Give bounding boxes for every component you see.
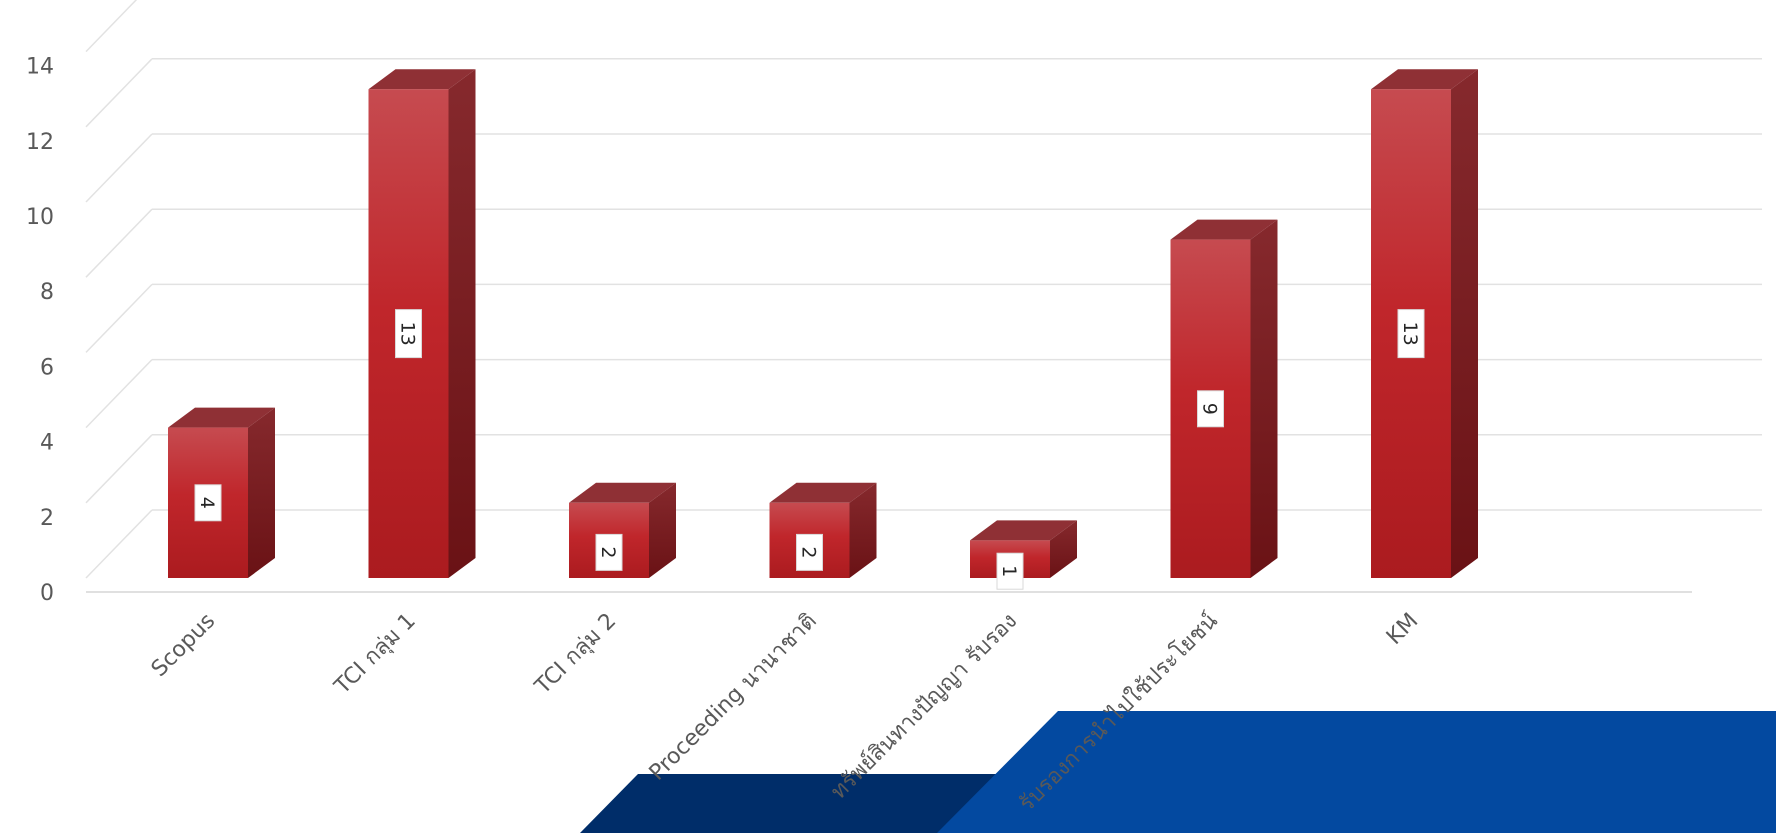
gridline-side <box>85 208 153 278</box>
x-category-label: TCI กลุ่ม 1 <box>329 609 420 700</box>
gridline-side <box>85 359 153 429</box>
data-label-text: 2 <box>597 546 619 558</box>
bar-side <box>1050 520 1077 578</box>
data-label-text: 13 <box>1399 322 1421 346</box>
gridline-side <box>85 58 153 128</box>
x-category-label: TCI กลุ่ม 2 <box>530 609 621 700</box>
data-label-box <box>1397 309 1425 359</box>
bar-top <box>1371 69 1478 90</box>
gridlines <box>85 0 1762 593</box>
y-tick-label: 8 <box>40 280 54 305</box>
decorative-bands <box>580 711 1776 833</box>
y-tick-label: 0 <box>40 581 54 606</box>
gridline-side <box>85 0 138 53</box>
bar-1: 4 <box>168 407 275 578</box>
x-category-label: Proceeding นานาชาติ <box>645 609 822 786</box>
gridline-side <box>85 133 153 203</box>
y-axis: 0 2 4 6 8 10 12 14 <box>26 55 54 606</box>
data-label-text: 13 <box>397 322 419 346</box>
decor-band-blue <box>937 711 1776 833</box>
bar-2: 13 <box>368 69 476 578</box>
data-label: 2 <box>796 533 823 571</box>
bar-3: 2 <box>569 482 676 578</box>
gridline-side <box>85 283 153 353</box>
data-label-text: 1 <box>998 565 1020 577</box>
x-category-label: Scopus <box>147 609 220 682</box>
data-label: 13 <box>1397 309 1425 359</box>
bar-5: 1 <box>970 520 1077 590</box>
bar-top <box>569 482 676 503</box>
gridline-side <box>85 509 153 579</box>
bar-top <box>368 69 476 90</box>
bar-side <box>248 407 275 578</box>
bar-top <box>769 482 877 503</box>
data-label-text: 2 <box>798 546 820 558</box>
data-label: 9 <box>1197 390 1224 428</box>
data-label-box <box>796 533 823 571</box>
data-label: 4 <box>194 484 222 522</box>
data-label: 1 <box>996 552 1024 590</box>
bar-side <box>849 482 877 578</box>
data-label-box <box>996 552 1024 590</box>
x-category-label: KM <box>1382 609 1423 650</box>
y-tick-label: 2 <box>40 506 54 531</box>
y-tick-label: 12 <box>26 130 54 155</box>
bar-top <box>1170 219 1278 240</box>
bar-7: 13 <box>1371 69 1478 578</box>
bar-side <box>1250 219 1278 578</box>
gridline-side <box>85 434 153 504</box>
bar-4: 2 <box>769 482 877 578</box>
data-label: 13 <box>395 309 422 359</box>
y-tick-label: 6 <box>40 355 54 380</box>
data-label-box <box>1197 390 1224 428</box>
data-label: 2 <box>595 533 623 571</box>
data-label-text: 9 <box>1199 403 1221 415</box>
data-label-box <box>194 484 222 522</box>
data-label-text: 4 <box>196 497 218 509</box>
bar-6: 9 <box>1170 219 1278 578</box>
bar-side <box>1451 69 1478 578</box>
data-label-box <box>595 533 623 571</box>
y-tick-label: 4 <box>40 431 54 456</box>
bar-side <box>448 69 476 578</box>
decor-band-dark <box>580 774 1002 833</box>
data-label-box <box>395 309 422 359</box>
y-tick-label: 10 <box>26 205 54 230</box>
y-tick-label: 14 <box>26 55 54 80</box>
bar-top <box>970 520 1077 541</box>
bar-top <box>168 407 275 428</box>
bar-side <box>649 482 676 578</box>
